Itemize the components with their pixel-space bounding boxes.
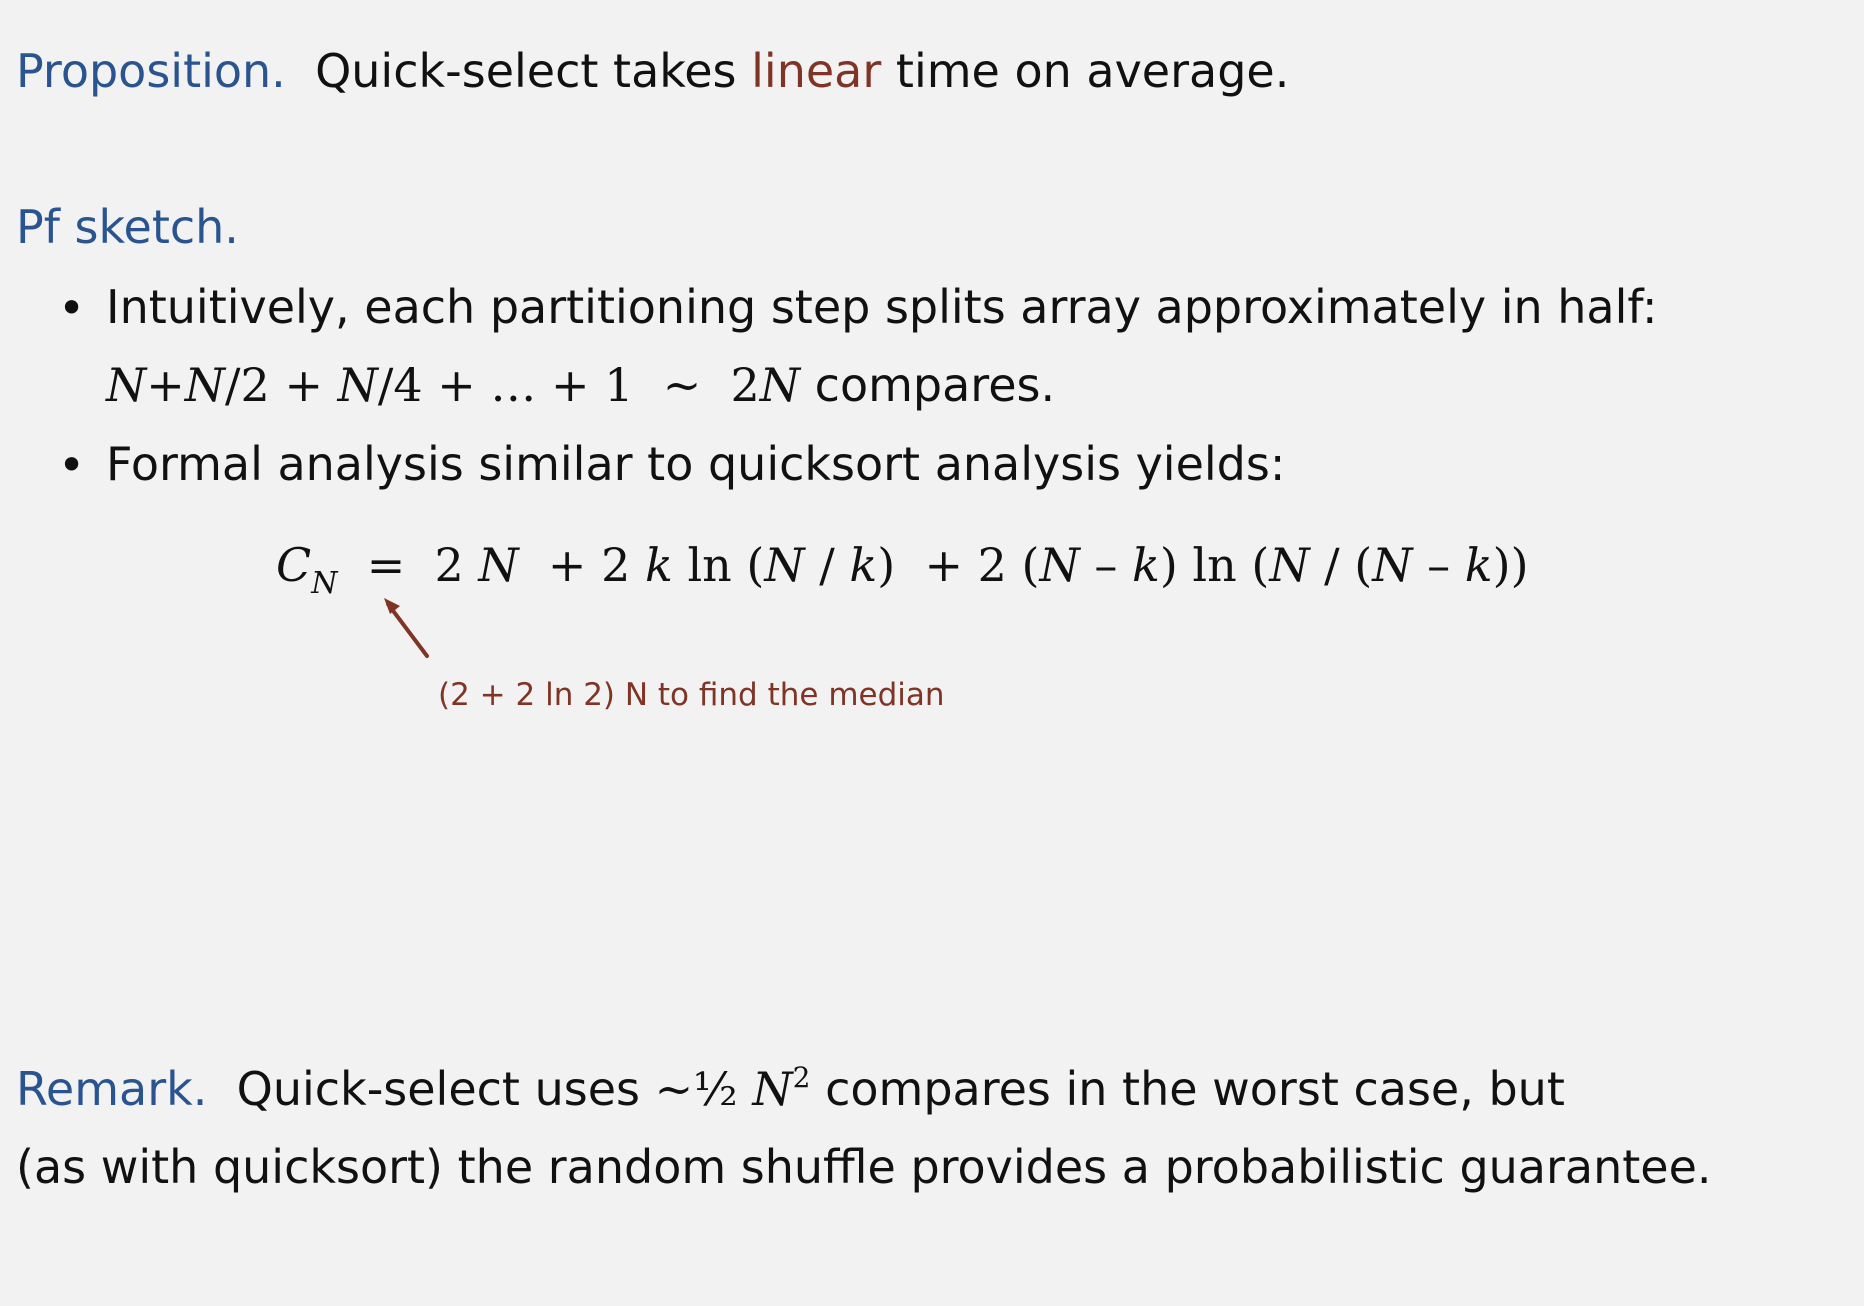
bullet-1-text: Intuitively, each partitioning step spli… (106, 280, 1658, 334)
eq-t1-coef: 2 (434, 538, 464, 592)
eq-t2-slash: / (804, 538, 850, 592)
eq-t3-prefix: + 2 ( (924, 538, 1040, 592)
proposition-line: Proposition. Quick-select takes linear t… (16, 48, 1289, 94)
formula-n1: N (106, 358, 147, 412)
remark-line-2: (as with quicksort) the random shuffle p… (16, 1140, 1712, 1194)
eq-t2-k2: k (849, 538, 878, 592)
main-equation: CN = 2 N + 2 k ln (N / k) + 2 (N – k) ln… (276, 542, 1529, 599)
bullet-2-text: Formal analysis similar to quicksort ana… (106, 437, 1286, 491)
eq-t3-n3: N (1372, 538, 1413, 592)
eq-equals: = (366, 538, 406, 592)
bullet-dot-2: • (58, 438, 86, 492)
eq-t3-slash: / ( (1309, 538, 1373, 592)
eq-t2-n: N (764, 538, 805, 592)
formula-div4: /4 (377, 358, 423, 412)
formula-suffix: compares. (814, 358, 1056, 412)
eq-t2-prefix: + 2 (547, 538, 631, 592)
formula-plus-2: + (284, 358, 323, 412)
proof-label: Pf sketch. (16, 200, 239, 254)
formula-rhs-coef: 2 (730, 358, 760, 412)
eq-t1-var: N (478, 538, 519, 592)
formula-n2: N (184, 358, 226, 412)
eq-lhs-sub: N (311, 566, 338, 601)
eq-t3-n2: N (1269, 538, 1310, 592)
remark-var: N (752, 1062, 793, 1116)
formula-rhs-var: N (759, 358, 801, 412)
eq-lhs: C (276, 538, 312, 592)
remark-half: ½ (693, 1062, 738, 1116)
proposition-highlight: linear (751, 44, 882, 98)
proposition-text-before: Quick-select takes (315, 44, 737, 98)
remark-label: Remark. (16, 1062, 208, 1116)
remark-line-1: Remark. Quick-select uses ~½ N2 compares… (16, 1064, 1565, 1113)
formula-ellipsis: + … + 1 (437, 358, 634, 412)
formula-n3: N (337, 358, 378, 412)
formula-tilde: ~ (662, 358, 702, 412)
remark-exp: 2 (792, 1061, 811, 1094)
formula-plus-1: + (146, 358, 185, 412)
formula-div2: /2 (225, 358, 270, 412)
eq-t3-ln: ) ln ( (1159, 538, 1270, 592)
annotation-arrow-icon (384, 598, 429, 658)
eq-t3-k2: k (1464, 538, 1493, 592)
bullet-dot-1: • (58, 281, 86, 335)
annotation-text: (2 + 2 ln 2) N to find the median (438, 677, 945, 713)
eq-t2-ln: ln ( (687, 538, 765, 592)
eq-t2-close: ) (877, 538, 896, 592)
eq-t3-n: N (1039, 538, 1080, 592)
eq-t3-k: k (1131, 538, 1160, 592)
remark-tilde: ~ (654, 1062, 694, 1116)
proposition-label: Proposition. (16, 44, 286, 98)
eq-t3-minus2: – (1412, 538, 1465, 592)
eq-t2-k: k (644, 538, 673, 592)
remark-text-after: compares in the worst case, but (825, 1062, 1565, 1116)
eq-t3-close: )) (1492, 538, 1529, 592)
remark-text-before: Quick-select uses (236, 1062, 640, 1116)
bullet-1-formula: N+N/2 + N/4 + … + 1 ~ 2N compares. (106, 362, 1055, 408)
proposition-text-after: time on average. (895, 44, 1290, 98)
eq-t3-minus: – (1079, 538, 1132, 592)
